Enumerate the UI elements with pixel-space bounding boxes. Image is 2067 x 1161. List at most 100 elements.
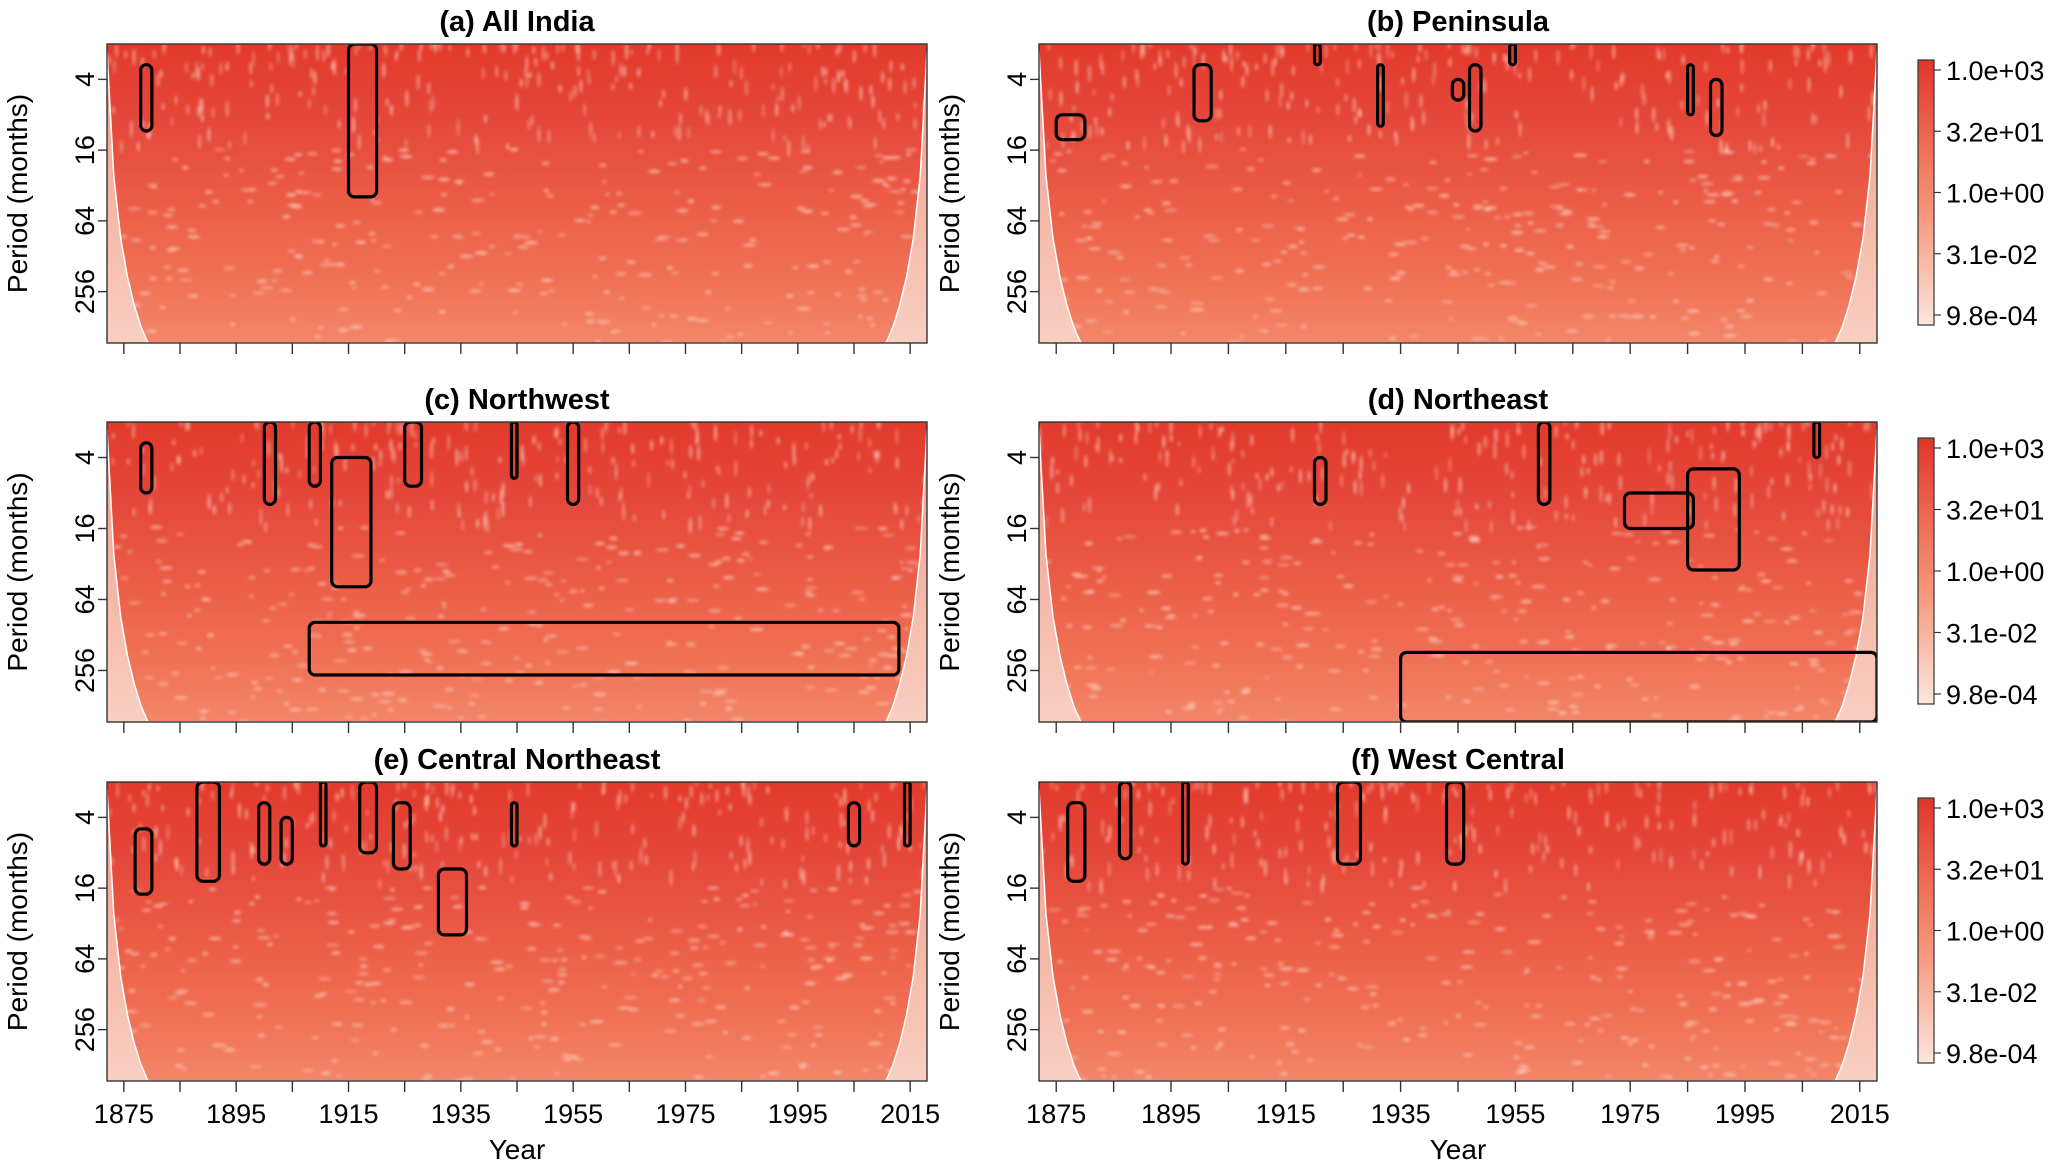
colorbar-label: 9.8e-04 xyxy=(1946,680,2038,710)
x-axis-label: Year xyxy=(1430,1134,1487,1161)
y-tick-label: 64 xyxy=(70,584,100,614)
significance-contour xyxy=(1180,782,1190,866)
colorbar-label: 3.2e+01 xyxy=(1946,117,2044,147)
y-tick-label: 4 xyxy=(70,450,100,465)
colorbar-label: 3.1e-02 xyxy=(1946,240,2038,270)
significance-contour xyxy=(1467,63,1483,133)
panel-title: (d) Northeast xyxy=(1368,384,1549,416)
y-tick-label: 256 xyxy=(70,648,100,693)
significance-contour xyxy=(1812,422,1822,460)
significance-contour xyxy=(1536,422,1552,506)
y-tick-label: 4 xyxy=(70,810,100,825)
significance-contour xyxy=(139,63,154,133)
y-tick-label: 16 xyxy=(1002,135,1032,165)
significance-contour xyxy=(257,801,272,866)
x-tick-label: 1895 xyxy=(1141,1099,1201,1129)
y-tick-label: 16 xyxy=(1002,873,1032,903)
significance-contour xyxy=(139,441,154,495)
colorbars-layer: 1.0e+033.2e+011.0e+003.1e-029.8e-041.0e+… xyxy=(1917,56,2044,1069)
x-tick-label: 1975 xyxy=(655,1099,715,1129)
significance-contour xyxy=(1508,44,1517,67)
y-tick-label: 64 xyxy=(1002,584,1032,614)
significance-contour xyxy=(403,422,424,488)
colorbar-label: 1.0e+00 xyxy=(1946,557,2044,587)
colorbar-label: 9.8e-04 xyxy=(1946,301,2038,331)
y-axis-label: Period (months) xyxy=(2,832,33,1031)
significance-contour xyxy=(262,422,278,506)
y-tick-label: 4 xyxy=(1002,72,1032,87)
significance-contour xyxy=(1312,455,1328,507)
significance-contour xyxy=(195,782,221,883)
y-tick-label: 256 xyxy=(1002,648,1032,693)
significance-contour xyxy=(509,801,519,848)
colorbar-label: 3.1e-02 xyxy=(1946,978,2038,1008)
significance-contour xyxy=(1335,782,1363,866)
x-tick-label: 1955 xyxy=(543,1099,603,1129)
y-tick-label: 64 xyxy=(1002,206,1032,236)
significance-contour xyxy=(509,422,519,480)
x-tick-label: 1875 xyxy=(94,1099,154,1129)
panel-f: (f) West Central 4 16 64 256 Period (months) 1… xyxy=(934,744,1890,1161)
y-axis-label: Period (months) xyxy=(934,832,965,1031)
colorbar-gradient xyxy=(1917,797,1935,1064)
significance-contour xyxy=(1708,77,1724,138)
x-tick-label: 2015 xyxy=(880,1099,940,1129)
significance-contour xyxy=(358,782,379,855)
y-tick-label: 256 xyxy=(70,1007,100,1052)
y-tick-label: 4 xyxy=(1002,450,1032,465)
colorbar-gradient xyxy=(1917,59,1935,326)
y-tick-label: 64 xyxy=(1002,944,1032,974)
colorbar-label: 3.2e+01 xyxy=(1946,496,2044,526)
colorbar-label: 3.2e+01 xyxy=(1946,855,2044,885)
significance-contour xyxy=(1192,63,1213,123)
significance-contour xyxy=(346,44,379,199)
y-tick-label: 16 xyxy=(70,873,100,903)
y-tick-label: 64 xyxy=(70,944,100,974)
x-tick-label: 1935 xyxy=(431,1099,491,1129)
x-tick-label: 1915 xyxy=(318,1099,378,1129)
panel-e: (e) Central Northeast 4 16 64 256 Period (mon… xyxy=(2,744,940,1161)
significance-contour xyxy=(1450,77,1466,102)
power-texture xyxy=(107,782,927,1081)
panel-title: (b) Peninsula xyxy=(1367,6,1550,38)
significance-contour xyxy=(436,867,469,937)
x-axis-label: Year xyxy=(489,1134,546,1161)
colorbar-label: 1.0e+03 xyxy=(1946,434,2044,464)
x-tick-label: 1935 xyxy=(1371,1099,1431,1129)
x-tick-label: 1955 xyxy=(1485,1099,1545,1129)
power-texture xyxy=(108,422,927,722)
y-tick-label: 4 xyxy=(1002,810,1032,825)
x-tick-label: 1995 xyxy=(1715,1099,1775,1129)
inside-coi-region xyxy=(1039,782,1877,1081)
colorbar-label: 3.1e-02 xyxy=(1946,619,2038,649)
significance-contour xyxy=(1444,782,1466,866)
y-axis-label: Period (months) xyxy=(934,94,965,293)
colorbar-label: 1.0e+03 xyxy=(1946,56,2044,86)
significance-contour xyxy=(1685,63,1695,117)
y-tick-label: 16 xyxy=(70,513,100,543)
colorbar-gradient xyxy=(1917,437,1935,705)
significance-contour xyxy=(1054,113,1087,142)
panel-d: (d) Northeast 4 16 64 256 Period (months) xyxy=(934,384,1878,733)
power-texture xyxy=(1039,782,1877,1081)
x-tick-label: 1975 xyxy=(1600,1099,1660,1129)
significance-contour xyxy=(133,827,154,896)
y-tick-label: 256 xyxy=(1002,1007,1032,1052)
colorbar-2: 1.0e+03 3.2e+01 1.0e+00 3.1e-02 9.8e-04 xyxy=(1917,434,2044,710)
panel-title: (c) Northwest xyxy=(424,384,610,416)
inside-coi-region xyxy=(107,44,927,343)
y-tick-label: 4 xyxy=(70,72,100,87)
colorbar-label: 1.0e+00 xyxy=(1946,179,2044,209)
x-tick-label: 1995 xyxy=(768,1099,828,1129)
colorbar-3: 1.0e+03 3.2e+01 1.0e+00 3.1e-02 9.8e-04 xyxy=(1917,794,2044,1069)
significance-contour xyxy=(565,422,581,506)
x-tick-label: 1915 xyxy=(1256,1099,1316,1129)
colorbar-label: 9.8e-04 xyxy=(1946,1039,2038,1069)
y-axis-label: Period (months) xyxy=(934,472,965,671)
significance-contour xyxy=(391,801,412,871)
y-tick-label: 256 xyxy=(1002,269,1032,314)
y-tick-label: 64 xyxy=(70,206,100,236)
y-tick-label: 16 xyxy=(1002,513,1032,543)
significance-contour xyxy=(307,620,901,677)
